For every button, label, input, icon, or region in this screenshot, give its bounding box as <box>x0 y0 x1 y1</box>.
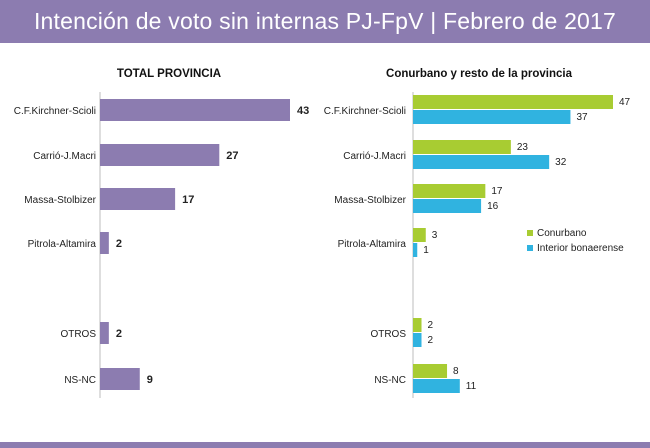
interior-bar <box>413 379 460 393</box>
left-category-label: Pitrola-Altamira <box>28 239 97 250</box>
left-category-label: Massa-Stolbizer <box>24 195 96 206</box>
interior-bar-value: 37 <box>576 112 588 123</box>
left-bar-value: 27 <box>226 150 238 162</box>
conurbano-bar-value: 8 <box>453 366 459 377</box>
interior-bar <box>413 333 422 347</box>
footer-bar <box>0 442 650 448</box>
conurbano-bar-value: 3 <box>432 230 438 241</box>
right-chart-title: Conurbano y resto de la provincia <box>386 68 573 80</box>
left-bar-value: 2 <box>116 328 122 340</box>
legend-swatch-conurbano <box>527 230 533 236</box>
conurbano-bar-value: 23 <box>517 142 529 153</box>
interior-bar-value: 1 <box>423 245 429 256</box>
interior-bar-value: 16 <box>487 201 499 212</box>
legend-label-interior: Interior bonaerense <box>537 243 624 254</box>
left-bar <box>100 368 140 390</box>
legend-swatch-interior <box>527 245 533 251</box>
left-bar-value: 17 <box>182 194 194 206</box>
left-category-label: C.F.Kirchner-Scioli <box>14 106 96 117</box>
right-category-label: OTROS <box>370 329 406 340</box>
interior-bar-value: 2 <box>428 335 434 346</box>
left-bar <box>100 188 176 210</box>
interior-bar <box>413 199 482 213</box>
left-category-label: OTROS <box>60 329 96 340</box>
conurbano-bar-value: 2 <box>428 320 434 331</box>
conurbano-bar-value: 17 <box>491 186 503 197</box>
left-category-label: Carrió-J.Macri <box>33 151 96 162</box>
conurbano-bar <box>413 364 448 378</box>
right-category-label: Massa-Stolbizer <box>334 195 406 206</box>
left-bar-value: 9 <box>147 374 153 386</box>
left-bar <box>100 99 290 121</box>
interior-bar-value: 32 <box>555 157 567 168</box>
conurbano-bar <box>413 140 511 154</box>
right-category-label: Carrió-J.Macri <box>343 151 406 162</box>
interior-bar <box>413 155 550 169</box>
left-bar-value: 2 <box>116 238 122 250</box>
interior-bar <box>413 243 418 257</box>
left-bar <box>100 232 109 254</box>
right-category-label: NS-NC <box>374 375 406 386</box>
left-category-label: NS-NC <box>64 375 96 386</box>
left-bar <box>100 322 109 344</box>
left-bar <box>100 144 220 166</box>
right-category-label: Pitrola-Altamira <box>338 239 407 250</box>
interior-bar-value: 11 <box>466 381 477 392</box>
chart-title: Intención de voto sin internas PJ-FpV | … <box>0 0 650 43</box>
interior-bar <box>413 110 571 124</box>
conurbano-bar <box>413 318 422 332</box>
left-chart-title: TOTAL PROVINCIA <box>117 68 221 80</box>
conurbano-bar <box>413 228 426 242</box>
conurbano-bar-value: 47 <box>619 97 631 108</box>
left-bar-value: 43 <box>297 105 309 117</box>
conurbano-bar <box>413 95 613 109</box>
legend-label-conurbano: Conurbano <box>537 228 587 239</box>
right-category-label: C.F.Kirchner-Scioli <box>324 106 406 117</box>
conurbano-bar <box>413 184 486 198</box>
